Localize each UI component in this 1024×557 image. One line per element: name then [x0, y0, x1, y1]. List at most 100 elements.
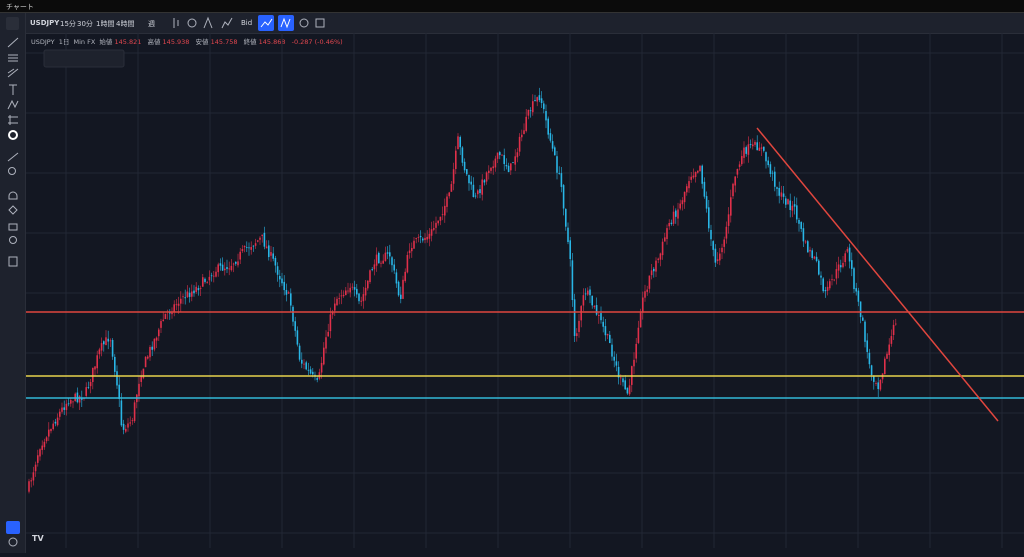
- candle-body: [39, 449, 41, 457]
- candle-body: [604, 326, 607, 336]
- change-value: -0.287 (-0.46%): [291, 38, 343, 46]
- candle-body: [415, 238, 417, 240]
- theme-tool[interactable]: [8, 537, 18, 547]
- favorite-tool[interactable]: [6, 521, 20, 534]
- candle-body: [512, 162, 514, 164]
- template-button[interactable]: [299, 18, 309, 28]
- ohlc-value: 145.938: [162, 38, 190, 46]
- symbol-button[interactable]: USDJPY: [30, 19, 60, 27]
- candle-body: [228, 268, 230, 270]
- candle-body: [127, 423, 129, 428]
- delete-tool[interactable]: [8, 256, 18, 267]
- candle-body: [155, 337, 158, 341]
- candle-body: [400, 294, 402, 299]
- candle-body: [417, 236, 420, 238]
- candle-body: [298, 345, 301, 360]
- cursor-tool[interactable]: [6, 17, 19, 30]
- candle-body: [259, 237, 261, 240]
- candle-body: [235, 261, 237, 264]
- candle-body: [307, 369, 310, 371]
- candle-body: [243, 245, 246, 248]
- candle-body: [688, 181, 690, 189]
- candle-body: [164, 313, 167, 320]
- layout-button[interactable]: [315, 18, 325, 28]
- candle-body: [50, 428, 52, 432]
- candle-body: [776, 187, 778, 189]
- candle-body: [133, 402, 136, 422]
- candle-body: [771, 172, 774, 174]
- candle-body: [578, 320, 580, 332]
- candle-body: [710, 229, 712, 240]
- hide-tool[interactable]: [9, 236, 17, 244]
- candle-body: [862, 317, 864, 321]
- candle-body: [617, 366, 620, 378]
- compare-button[interactable]: [221, 17, 233, 29]
- interval-button[interactable]: 30分: [77, 20, 93, 28]
- candle-body: [413, 240, 415, 249]
- trend-line[interactable]: [756, 127, 999, 422]
- candle-body: [424, 237, 426, 241]
- lock-tool[interactable]: [8, 223, 18, 231]
- candle-body: [554, 147, 556, 156]
- candle-body: [384, 252, 387, 262]
- candle-body: [692, 175, 695, 178]
- candle-body: [472, 184, 475, 197]
- candle-body: [496, 152, 499, 159]
- pattern-tool[interactable]: [7, 99, 19, 110]
- candle-body: [694, 171, 697, 177]
- interval-button[interactable]: 15分: [60, 20, 76, 28]
- period-button[interactable]: 週: [148, 20, 155, 28]
- candle-body: [756, 142, 758, 151]
- interval-button[interactable]: 1時間: [96, 20, 115, 28]
- chart-type-button[interactable]: [173, 18, 179, 28]
- candle-body: [826, 286, 829, 291]
- candle-body: [615, 361, 618, 366]
- shape-tool[interactable]: [8, 130, 18, 140]
- trendline-tool[interactable]: [7, 37, 19, 48]
- candle-body: [624, 380, 626, 390]
- candle-body: [250, 247, 252, 250]
- candle-body: [281, 278, 283, 284]
- candle-body: [468, 174, 470, 184]
- magnet-tool[interactable]: [8, 191, 18, 200]
- candle-body: [177, 303, 180, 306]
- candle-body: [219, 263, 222, 266]
- candle-body: [261, 234, 263, 236]
- candle-body: [32, 472, 35, 481]
- candle-body: [59, 411, 61, 417]
- candle-body: [114, 356, 116, 372]
- candle-body: [182, 296, 184, 298]
- candle-body: [369, 270, 371, 283]
- candle-body: [430, 229, 433, 236]
- candle-body: [481, 179, 483, 195]
- candle-body: [325, 337, 327, 349]
- candle-body: [672, 211, 675, 224]
- candle-body: [89, 382, 92, 387]
- candle-body: [444, 205, 446, 216]
- candle-body: [734, 176, 736, 186]
- text-tool[interactable]: [9, 84, 17, 95]
- formula-button[interactable]: [203, 16, 213, 29]
- candle-body: [142, 368, 145, 379]
- interval-button[interactable]: 4時間: [116, 20, 135, 28]
- candle-body: [342, 294, 345, 297]
- candle-body: [738, 164, 741, 167]
- zoom-tool[interactable]: [8, 167, 16, 175]
- channel-tool[interactable]: [7, 68, 19, 78]
- measure-tool[interactable]: [8, 115, 18, 125]
- candle-body: [367, 280, 369, 289]
- candle-body: [708, 207, 710, 229]
- ruler-tool[interactable]: [7, 152, 19, 162]
- candle-body: [529, 110, 532, 112]
- candle-body: [292, 306, 294, 322]
- candle-body: [160, 321, 162, 328]
- price-type-button[interactable]: Bid: [241, 19, 253, 27]
- fib-tool[interactable]: [8, 54, 18, 62]
- candle-body: [186, 291, 189, 298]
- candle-body: [657, 258, 659, 260]
- candle-body: [635, 343, 637, 359]
- draw-mode-tool[interactable]: [8, 205, 18, 215]
- candle-body: [664, 237, 666, 242]
- indicator-button[interactable]: [187, 18, 197, 28]
- left-toolbar: [0, 13, 26, 553]
